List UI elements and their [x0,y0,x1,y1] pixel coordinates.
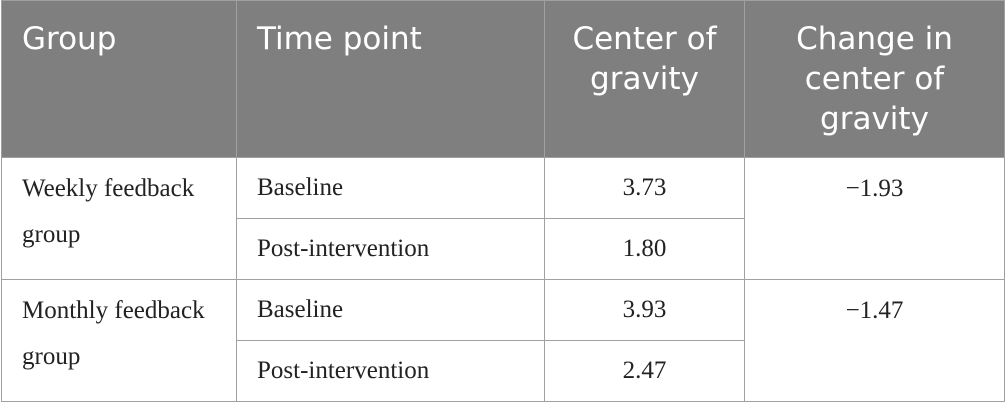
table-row: Post-intervention 1.80 [2,218,1005,280]
time-cell: Baseline [236,279,545,341]
header-row: Group Time point Center of gravity Change i… [1,0,1005,158]
value-cell: 3.93 [544,279,745,341]
time-cell: Baseline [236,157,545,219]
value-cell: 1.80 [544,218,745,280]
value-cell: 2.47 [544,340,745,402]
header-cell: Center of gravity [544,0,745,158]
table-row: Monthly feedback group Baseline 3.93 −1.47 [1,279,1005,402]
table-body: Weekly feedback group Baseline 3.73 −1.93 Po… [1,157,1005,402]
header-cell: Time point [236,0,545,158]
header-cell: Change in center of gravity [744,0,1005,158]
data-table: Group Time point Center of gravity Change i… [1,0,1005,402]
time-cell: Post-intervention [236,340,545,402]
value-cell: 3.73 [544,157,745,219]
table-row: Post-intervention 2.47 [2,340,1005,402]
group-cell: Weekly feedback group [1,157,237,280]
change-cell: −1.47 [744,279,1005,402]
group-cell: Monthly feedback group [1,279,237,402]
change-cell: −1.93 [744,157,1005,280]
header-cell: Group [1,0,237,158]
table-row: Weekly feedback group Baseline 3.73 −1.93 [1,157,1005,280]
time-cell: Post-intervention [236,218,545,280]
